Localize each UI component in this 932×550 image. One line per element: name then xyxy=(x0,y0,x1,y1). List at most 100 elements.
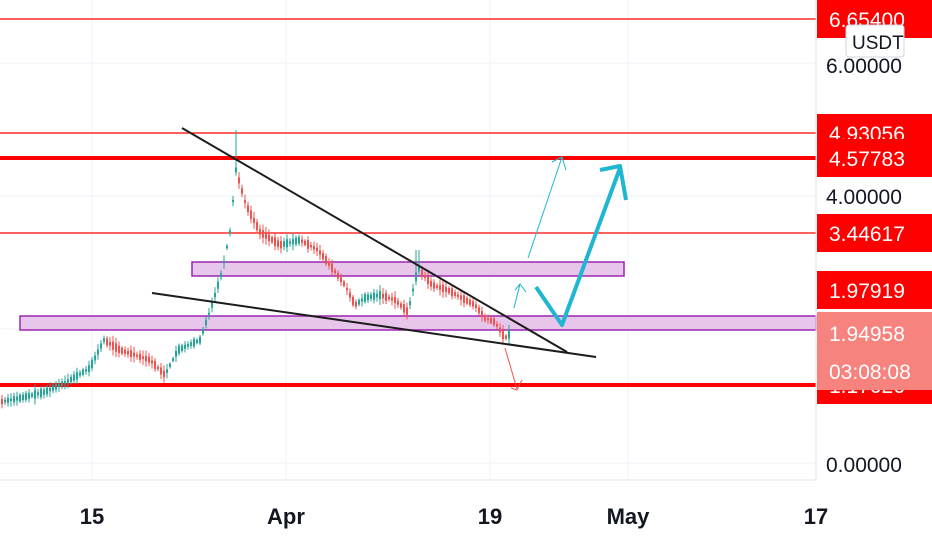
candle-body xyxy=(421,269,423,276)
candle-body xyxy=(154,360,156,370)
time-tick-label: May xyxy=(607,504,651,529)
candle-body xyxy=(220,273,222,278)
time-axis[interactable]: 15 Apr 19 May 17 xyxy=(0,479,828,529)
candle-body xyxy=(277,240,279,247)
candle-body xyxy=(217,281,219,289)
candle-body xyxy=(367,294,369,301)
currency-button[interactable]: USDT xyxy=(845,24,905,58)
candle-body xyxy=(331,263,333,272)
candle-body xyxy=(133,352,135,357)
candle-body xyxy=(187,344,189,347)
level-label: 3.44617 xyxy=(829,223,905,246)
candle-body xyxy=(445,286,447,292)
candle-body xyxy=(280,241,282,249)
candle-body xyxy=(142,356,144,359)
candle-body xyxy=(130,350,132,358)
candle-body xyxy=(250,210,252,219)
candle-body xyxy=(403,304,405,313)
candle-body xyxy=(202,328,204,334)
candle-body xyxy=(7,397,9,403)
price-scale-label: 6.00000 xyxy=(826,55,902,78)
candle-body xyxy=(337,272,339,279)
candle-body xyxy=(298,236,300,244)
current-price-value: 1.94958 xyxy=(829,323,905,346)
candle-body xyxy=(166,369,168,373)
candle-body xyxy=(379,290,381,300)
candle-body xyxy=(454,292,456,296)
candle-body xyxy=(121,347,123,354)
candle-body xyxy=(76,372,78,380)
candle-body xyxy=(4,399,6,403)
candle-body xyxy=(253,217,255,224)
candle-body xyxy=(211,302,213,308)
candle-body xyxy=(127,350,129,355)
candle-body xyxy=(316,247,318,252)
level-label-bg xyxy=(817,271,932,309)
descending-trendline xyxy=(181,127,568,353)
candle-body xyxy=(304,240,306,245)
candle-body xyxy=(400,303,402,308)
price-scale-label: 4.00000 xyxy=(826,186,902,209)
candle-body xyxy=(409,301,411,306)
candle-body xyxy=(499,327,501,333)
candle-body xyxy=(97,349,99,355)
candle-body xyxy=(43,389,45,395)
candle-body xyxy=(295,237,297,245)
candle-body xyxy=(310,244,312,248)
candle-body xyxy=(472,301,474,307)
current-price-label: 1.94958 03:08:08 xyxy=(817,312,932,390)
support-trendline xyxy=(151,292,597,358)
candle-body xyxy=(109,341,111,346)
candle-body xyxy=(148,356,150,363)
candle-body xyxy=(334,270,336,273)
candle-body xyxy=(355,301,357,307)
candle-body xyxy=(94,355,96,361)
candle-body xyxy=(274,237,276,247)
candle-body xyxy=(25,393,27,400)
candle-body xyxy=(283,241,285,247)
candle-body xyxy=(427,276,429,285)
candle-body xyxy=(376,293,378,298)
candle-body xyxy=(436,285,438,288)
candle-body xyxy=(418,267,420,272)
candle-body xyxy=(322,253,324,260)
candle-body xyxy=(106,338,108,346)
candle-body xyxy=(340,277,342,283)
candle-body xyxy=(193,338,195,347)
candle-body xyxy=(103,338,105,342)
candle-body xyxy=(58,383,60,387)
candle-body xyxy=(40,388,42,398)
candle-body xyxy=(172,358,174,361)
candle-body xyxy=(391,297,393,301)
candle-body xyxy=(463,295,465,303)
trendlines xyxy=(151,127,597,358)
candle-body xyxy=(319,250,321,255)
price-scale-label: 0.00000 xyxy=(826,454,902,477)
candle-body xyxy=(361,298,363,302)
candle-body xyxy=(31,393,33,397)
candle-body xyxy=(394,296,396,304)
candle-body xyxy=(16,396,18,401)
candle-body xyxy=(496,323,498,327)
candle-body xyxy=(346,287,348,291)
candle-body xyxy=(82,369,84,375)
candle-body xyxy=(115,343,117,352)
projections xyxy=(504,156,628,391)
candle-body xyxy=(49,388,51,392)
price-axis[interactable]: 6.00000 4.00000 0.00000 6.654004.930564.… xyxy=(815,0,932,480)
candle-body xyxy=(247,205,249,213)
time-tick-label: 15 xyxy=(80,504,104,529)
candle-body xyxy=(439,285,441,290)
main-projection-arrow xyxy=(534,167,622,327)
candle-body xyxy=(493,318,495,325)
grid xyxy=(0,0,816,480)
candle-body xyxy=(241,188,243,194)
candle-body xyxy=(508,330,510,339)
candle-body xyxy=(442,284,444,293)
main-projection-arrowhead xyxy=(599,164,628,201)
candle-body xyxy=(100,343,102,349)
candle-body xyxy=(145,356,147,362)
candle-body xyxy=(301,239,303,243)
currency-label: USDT xyxy=(852,33,904,54)
